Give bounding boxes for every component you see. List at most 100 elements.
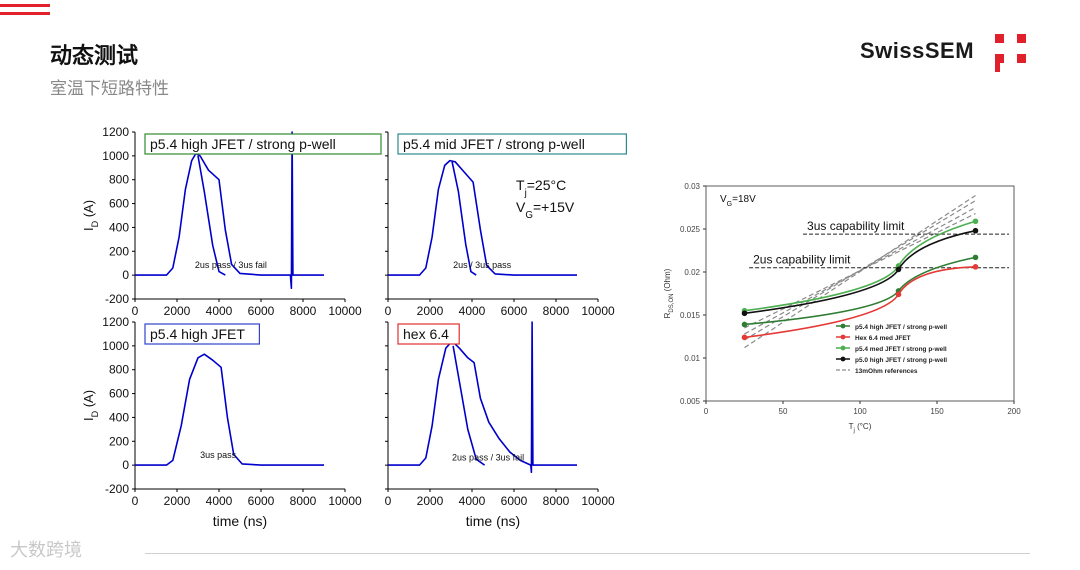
legend-label: p5.4 med JFET / strong p-well	[855, 346, 947, 353]
y-tick-label: -200	[105, 292, 129, 306]
y-axis-label: ID (A)	[81, 390, 100, 421]
rdson-x-tick-label: 100	[853, 407, 867, 416]
capability-limit-label: 3us capability limit	[807, 219, 905, 233]
legend-label: Hex 6.4 med JFET	[855, 335, 911, 342]
series-line	[135, 353, 324, 466]
legend-marker	[840, 345, 846, 351]
series-line	[388, 159, 577, 276]
y-tick-label: 400	[109, 220, 129, 234]
rdson-data-point	[895, 291, 902, 298]
legend-label: p5.4 high JFET / strong p-well	[855, 324, 947, 331]
chart-title-border	[397, 133, 627, 155]
x-tick-label: 0	[132, 494, 139, 508]
chart-annotation: 2us pass / 3us fail	[195, 260, 267, 270]
rdson-y-axis-label: RDS,ON (Ohm)	[663, 268, 675, 318]
y-tick-label: 0	[122, 268, 129, 282]
x-axis-label: time (ns)	[466, 513, 520, 529]
y-tick-label: 600	[109, 387, 129, 401]
x-tick-label: 4000	[206, 494, 233, 508]
rdson-data-point	[741, 321, 748, 328]
condition-temperature: Tj=25°C	[516, 177, 566, 199]
company-logo: SwissSEM	[860, 30, 1040, 80]
page-subtitle: 室温下短路特性	[50, 79, 169, 99]
y-tick-label: 200	[109, 434, 129, 448]
chart-title-box: p5.4 high JFET / strong p-well	[144, 133, 382, 155]
series-line	[388, 321, 577, 474]
x-tick-label: 6000	[501, 304, 528, 318]
logo-text: SwissSEM	[860, 38, 975, 63]
chart-title-box: hex 6.4	[397, 323, 460, 345]
chart-title-border	[397, 323, 460, 345]
rdson-y-tick-label: 0.01	[684, 354, 700, 363]
chart-panel-sc-top-right: 0 2000 4000 6000 8000 10000 p5.4 mid JFET / st…	[385, 131, 627, 318]
rdson-y-tick-label: 0.03	[684, 182, 700, 191]
x-tick-label: 2000	[417, 304, 444, 318]
x-tick-label: 2000	[164, 304, 191, 318]
y-tick-label: 1200	[102, 125, 129, 139]
y-tick-label: 1200	[102, 315, 129, 329]
chart-annotation: 3us pass	[200, 450, 237, 460]
rdson-data-point	[972, 227, 979, 234]
y-tick-label: 800	[109, 363, 129, 377]
x-tick-label: 4000	[459, 494, 486, 508]
chart-title: p5.4 high JFET	[150, 326, 245, 342]
series-line	[135, 131, 324, 290]
x-tick-label: 6000	[248, 304, 275, 318]
chart-title-box: p5.4 mid JFET / strong p-well	[397, 133, 627, 155]
legend-marker	[840, 334, 846, 340]
rdson-x-tick-label: 50	[779, 407, 788, 416]
rdson-y-tick-label: 0.02	[684, 268, 700, 277]
condition-gate-voltage: VG=+15V	[516, 199, 575, 221]
x-tick-label: 0	[132, 304, 139, 318]
rdson-y-tick-label: 0.005	[680, 397, 701, 406]
y-tick-label: 600	[109, 197, 129, 211]
chart-panel-sc-bottom-right: 0 2000 4000 6000 8000 10000 hex 6.4 2us pass / …	[385, 321, 615, 529]
rdson-data-point	[972, 264, 979, 270]
footer-divider	[145, 553, 1030, 554]
reference-line	[744, 194, 976, 349]
x-tick-label: 4000	[206, 304, 233, 318]
x-tick-label: 10000	[581, 494, 615, 508]
rdson-plot-frame	[705, 185, 1015, 402]
vg-label: VG=18V	[720, 194, 756, 208]
chart-title: p5.4 high JFET / strong p-well	[150, 136, 336, 152]
y-tick-label: 1000	[102, 339, 129, 353]
legend-label: 13mOhm references	[855, 368, 918, 375]
series-line	[197, 155, 226, 276]
y-tick-label: 0	[122, 458, 129, 472]
rdson-chart: 0.005 0.01 0.015 0.02 0.025 0.03 0 50 100 150 200 3…	[663, 182, 1021, 434]
rdson-x-tick-label: 150	[930, 407, 944, 416]
header-accent-line-bottom	[0, 12, 50, 15]
rdson-x-tick-label: 0	[704, 407, 709, 416]
chart-title: p5.4 mid JFET / strong p-well	[403, 136, 585, 152]
chart-title: hex 6.4	[403, 326, 449, 342]
x-tick-label: 10000	[328, 494, 362, 508]
x-tick-label: 10000	[581, 304, 615, 318]
header-accent-line-top	[0, 4, 50, 7]
x-tick-label: 8000	[290, 304, 317, 318]
watermark-text: 大数跨境	[10, 540, 82, 561]
rdson-data-point	[741, 334, 748, 341]
rdson-data-point	[972, 218, 979, 225]
y-tick-label: -200	[105, 482, 129, 496]
x-tick-label: 8000	[543, 494, 570, 508]
x-tick-label: 8000	[290, 494, 317, 508]
y-tick-label: 200	[109, 244, 129, 258]
x-tick-label: 4000	[459, 304, 486, 318]
chart-annotation: 2us pass / 3us fail	[452, 452, 524, 462]
x-tick-label: 6000	[248, 494, 275, 508]
y-tick-label: 800	[109, 173, 129, 187]
legend-marker	[840, 323, 846, 329]
rdson-data-point	[741, 310, 748, 317]
x-tick-label: 8000	[543, 304, 570, 318]
rdson-data-point	[972, 254, 979, 261]
x-axis-label: time (ns)	[213, 513, 267, 529]
y-tick-label: 1000	[102, 149, 129, 163]
x-tick-label: 2000	[164, 494, 191, 508]
series-line	[451, 161, 477, 276]
chart-title-border	[144, 133, 382, 155]
logo-mark-icon	[995, 34, 1026, 72]
rdson-y-tick-label: 0.025	[680, 225, 701, 234]
